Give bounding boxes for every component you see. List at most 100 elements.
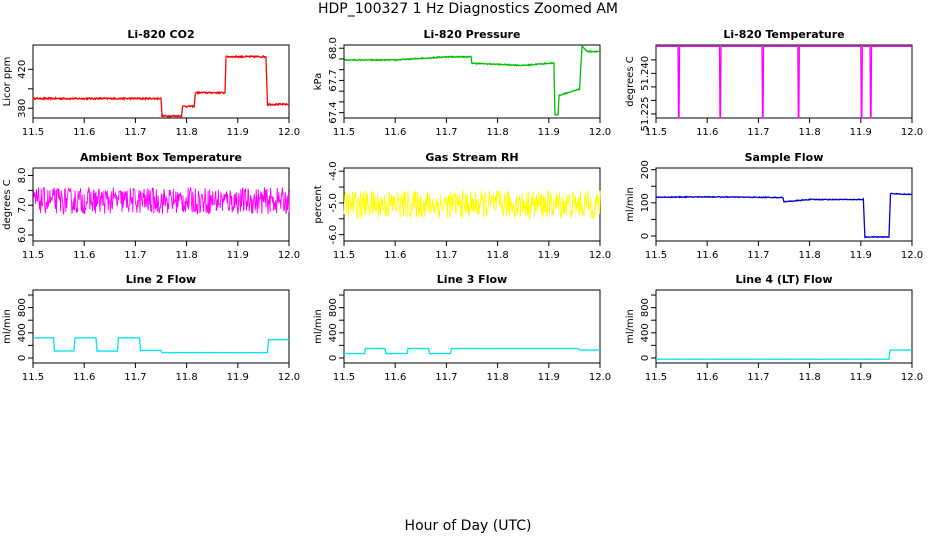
y-tick-label: -4.0 [328, 161, 339, 181]
y-tick-label: 0 [640, 355, 651, 361]
y-tick-label: 8.0 [17, 167, 28, 183]
y-axis-label: degrees C [625, 56, 636, 106]
panel-title: Ambient Box Temperature [80, 151, 242, 164]
x-axis-label: Hour of Day (UTC) [404, 518, 532, 534]
panel-li-temp: Li-820 Temperature 11.5 11.6 11.7 11.8 11.9 12… [625, 28, 923, 138]
panel-title: Line 3 Flow [437, 273, 507, 286]
x-tick-label: 12.0 [278, 372, 300, 383]
panel-line4: Line 4 (LT) Flow 11.5 11.6 11.7 11.8 11.9 12.0… [625, 273, 923, 383]
panel-sample-flow: Sample Flow 11.5 11.6 11.7 11.8 11.9 12.0 0 100 2… [625, 151, 923, 261]
y-tick-label: -6.0 [328, 225, 339, 245]
y-tick-label: 51.240 [640, 56, 651, 91]
series-line-sample-flow [655, 192, 913, 239]
x-tick-label: 11.5 [22, 372, 44, 383]
y-tick-label: 200 [640, 160, 651, 179]
x-tick-label: 11.5 [333, 250, 355, 261]
x-tick-label: 11.6 [73, 250, 95, 261]
x-tick-label: 11.7 [124, 127, 146, 138]
x-tick-label: 11.8 [798, 127, 820, 138]
x-tick-label: 11.8 [175, 250, 197, 261]
x-tick-label: 11.5 [645, 127, 667, 138]
panel-title: Li-820 CO2 [127, 28, 194, 41]
y-tick-label: 400 [640, 323, 651, 342]
panel-title: Line 4 (LT) Flow [736, 273, 833, 286]
plot-frame [655, 44, 913, 119]
y-axis-label: ml/min [625, 309, 636, 344]
x-tick-label: 12.0 [278, 127, 300, 138]
x-tick-label: 11.8 [486, 372, 508, 383]
y-tick-label: 7.0 [17, 197, 28, 213]
x-tick-label: 11.9 [227, 127, 249, 138]
x-tick-label: 11.6 [384, 250, 406, 261]
y-axis-label: ml/min [313, 309, 324, 344]
y-tick-label: -5.0 [328, 193, 339, 213]
plot-frame [32, 44, 290, 119]
x-tick-label: 11.8 [486, 127, 508, 138]
plot-frame [343, 289, 601, 364]
x-tick-label: 12.0 [589, 250, 611, 261]
y-tick-label: 67.4 [328, 101, 339, 123]
y-tick-label: 800 [328, 298, 339, 317]
x-tick-label: 11.9 [227, 372, 249, 383]
panel-title: Gas Stream RH [425, 151, 518, 164]
panel-co2: Li-820 CO2 11.5 11.6 11.7 11.8 11.9 12.0 380 420… [2, 28, 300, 138]
x-tick-label: 11.7 [747, 127, 769, 138]
plot-frame [32, 289, 290, 364]
x-tick-label: 11.8 [175, 372, 197, 383]
series-line-line4 [655, 349, 913, 360]
panel-rh: Gas Stream RH 11.5 11.6 11.7 11.8 11.9 12.0 -6.… [313, 151, 611, 261]
panel-pressure: Li-820 Pressure 11.5 11.6 11.7 11.8 11.9 12.0 6… [313, 28, 611, 138]
plot-frame [655, 289, 913, 364]
y-axis-label: degrees C [2, 179, 13, 229]
x-tick-label: 11.7 [747, 250, 769, 261]
x-tick-label: 12.0 [901, 372, 923, 383]
x-tick-label: 11.9 [538, 250, 560, 261]
plot-frame [343, 44, 601, 119]
y-tick-label: 6.0 [17, 227, 28, 243]
x-tick-label: 11.9 [227, 250, 249, 261]
x-tick-label: 11.7 [435, 127, 457, 138]
x-tick-label: 11.5 [333, 372, 355, 383]
figure-title: HDP_100327 1 Hz Diagnostics Zoomed AM [318, 1, 618, 17]
x-tick-label: 11.7 [435, 250, 457, 261]
x-tick-label: 12.0 [901, 250, 923, 261]
x-tick-label: 11.6 [696, 250, 718, 261]
y-axis-label: percent [313, 185, 324, 223]
x-tick-label: 11.6 [73, 127, 95, 138]
y-axis-label: ml/min [2, 309, 13, 344]
y-tick-label: 800 [640, 298, 651, 317]
x-tick-label: 11.7 [435, 372, 457, 383]
y-tick-label: 67.7 [328, 69, 339, 91]
panel-box-temp: Ambient Box Temperature 11.5 11.6 11.7 11.8 1… [2, 151, 300, 261]
x-tick-label: 11.7 [124, 372, 146, 383]
x-tick-label: 12.0 [901, 127, 923, 138]
panel-title: Li-820 Temperature [723, 28, 844, 41]
x-tick-label: 11.6 [696, 127, 718, 138]
y-tick-label: 0 [640, 233, 651, 239]
x-tick-label: 11.8 [798, 250, 820, 261]
x-tick-label: 11.9 [850, 127, 872, 138]
series-line-pressure [343, 45, 601, 116]
series-line-li-temp [656, 45, 912, 119]
series-line-line2 [32, 336, 290, 354]
x-tick-label: 11.5 [645, 372, 667, 383]
x-tick-label: 11.8 [486, 250, 508, 261]
y-axis-label: ml/min [625, 187, 636, 222]
panel-title: Li-820 Pressure [424, 28, 521, 41]
x-tick-label: 11.6 [384, 127, 406, 138]
y-tick-label: 400 [328, 323, 339, 342]
y-tick-label: 51.225 [640, 96, 651, 131]
x-tick-label: 12.0 [278, 250, 300, 261]
x-tick-label: 11.7 [124, 250, 146, 261]
x-tick-label: 12.0 [589, 127, 611, 138]
y-axis-label: kPa [313, 73, 324, 91]
series-line-line3 [343, 347, 601, 355]
x-tick-label: 12.0 [589, 372, 611, 383]
y-tick-label: 380 [17, 99, 28, 118]
x-tick-label: 11.7 [747, 372, 769, 383]
y-tick-label: 100 [640, 193, 651, 212]
y-axis-label: Licor ppm [2, 57, 13, 107]
x-tick-label: 11.9 [538, 372, 560, 383]
x-tick-label: 11.8 [175, 127, 197, 138]
